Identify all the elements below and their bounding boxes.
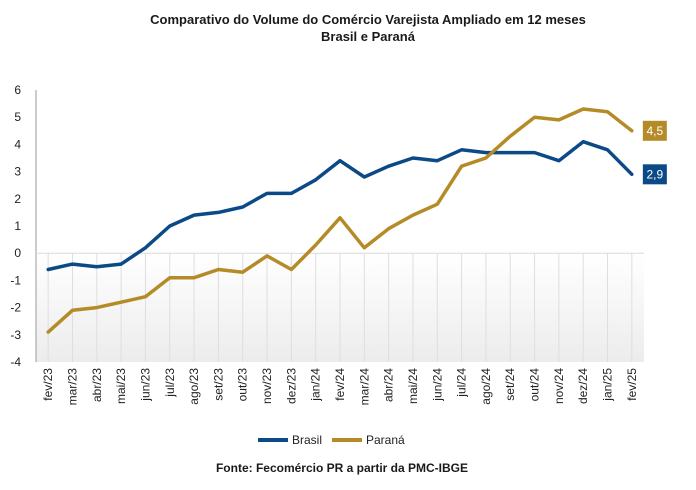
- series-line-parana: [46, 107, 634, 334]
- x-tick-label: set/23: [211, 368, 225, 401]
- x-tick-label: dez/23: [284, 368, 298, 404]
- y-tick-label: 3: [14, 165, 21, 179]
- x-tick-label: nov/24: [552, 368, 566, 404]
- series-line-brasil: [46, 139, 634, 272]
- y-tick-label: -3: [10, 328, 21, 342]
- x-tick-label: mai/23: [114, 368, 128, 404]
- x-tick-label: mar/23: [65, 368, 79, 406]
- x-tick-label: fev/24: [333, 368, 347, 401]
- y-tick-label: 0: [14, 246, 21, 260]
- source-note: Fonte: Fecomércio PR a partir da PMC-IBG…: [216, 461, 468, 475]
- x-tick-label: jun/24: [430, 368, 444, 402]
- x-tick-label: jan/24: [309, 368, 323, 402]
- x-tick-label: dez/24: [576, 368, 590, 404]
- y-tick-label: -2: [10, 301, 21, 315]
- x-tick-label: nov/23: [260, 368, 274, 404]
- x-tick-label: out/23: [236, 368, 250, 402]
- x-tick-label: jul/23: [163, 368, 177, 398]
- x-tick-label: abr/24: [382, 368, 396, 402]
- legend: Brasil Paraná: [258, 433, 405, 447]
- x-tick-label: jun/23: [138, 368, 152, 402]
- x-tick-label: mai/24: [406, 368, 420, 404]
- y-tick-label: 6: [14, 83, 21, 97]
- x-tick-label: jan/25: [601, 368, 615, 402]
- x-tick-label: out/24: [528, 368, 542, 402]
- x-tick-label: set/24: [503, 368, 517, 401]
- end-label-parana: 4,5: [646, 124, 663, 138]
- x-tick-label: fev/23: [41, 368, 55, 401]
- plot-area: -4 -3 -2 -1 0 1 2 3 4 5 6 fev/23 mar/23 abr/23 mai/23 j…: [10, 83, 667, 405]
- y-tick-label: 4: [14, 137, 21, 151]
- chart-subtitle: Brasil e Paraná: [321, 29, 416, 44]
- x-tick-label: ago/23: [187, 368, 201, 405]
- y-tick-label: 5: [14, 110, 21, 124]
- x-tick-label: mar/24: [357, 368, 371, 406]
- legend-label-parana: Paraná: [366, 433, 405, 447]
- chart-title: Comparativo do Volume do Comércio Vareji…: [150, 12, 586, 27]
- end-label-brasil: 2,9: [646, 167, 663, 181]
- legend-label-brasil: Brasil: [292, 433, 322, 447]
- x-tick-label: jul/24: [455, 368, 469, 398]
- end-label-box-brasil: [642, 164, 667, 185]
- y-tick-label: 1: [14, 219, 21, 233]
- y-tick-label: -4: [10, 355, 21, 369]
- x-tick-label: fev/25: [625, 368, 639, 401]
- x-tick-label: ago/24: [479, 368, 493, 405]
- end-label-box-parana: [642, 120, 667, 141]
- y-tick-label: -1: [10, 273, 21, 287]
- y-tick-label: 2: [14, 192, 21, 206]
- x-tick-label: abr/23: [90, 368, 104, 402]
